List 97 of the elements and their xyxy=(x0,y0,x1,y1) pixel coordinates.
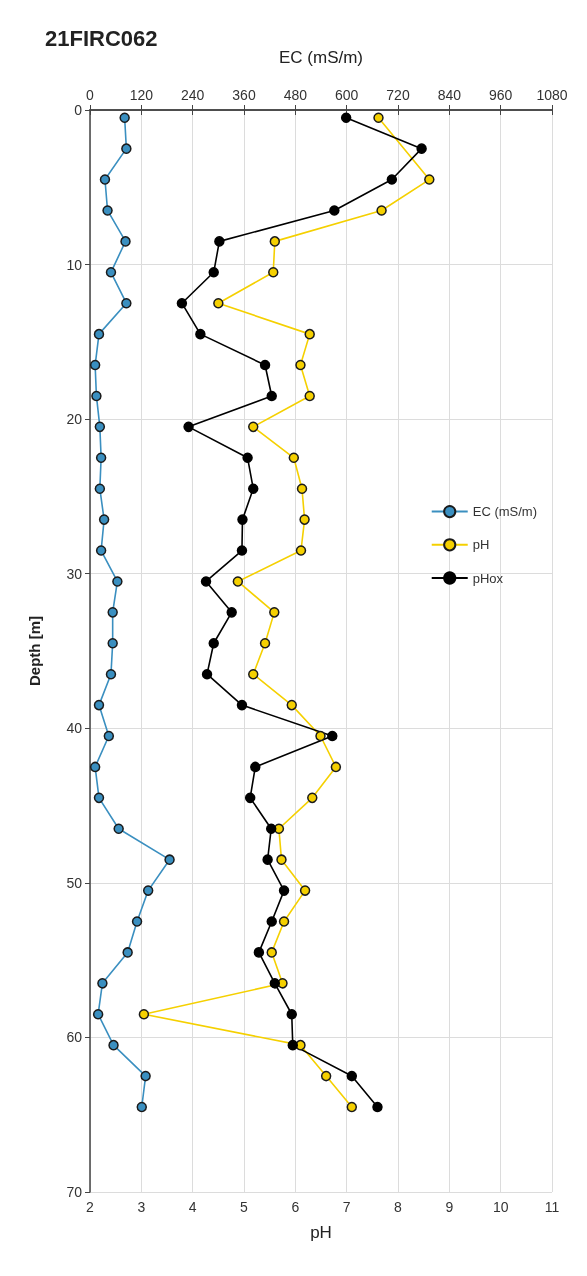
point xyxy=(248,421,259,433)
point xyxy=(138,1009,150,1020)
y-tick-label: 10 xyxy=(66,256,83,273)
point xyxy=(340,112,352,123)
y-tick-label: 40 xyxy=(66,720,83,737)
point xyxy=(286,1009,297,1020)
chart-title: 21FIRC062 xyxy=(45,25,158,51)
legend-label: pH xyxy=(472,537,490,553)
y-tick-label: 50 xyxy=(66,874,83,891)
point xyxy=(299,514,310,525)
legend-label: EC (mS/m) xyxy=(472,504,538,520)
point xyxy=(208,638,219,649)
point xyxy=(288,452,300,464)
x2-tick-label: 0 xyxy=(86,87,95,103)
point xyxy=(372,1101,383,1113)
x-tick-label: 6 xyxy=(291,1199,300,1215)
point xyxy=(237,514,248,525)
point xyxy=(201,668,213,680)
point xyxy=(315,730,326,742)
x-axis-title: pH xyxy=(310,1223,332,1242)
point xyxy=(259,638,271,649)
x-tick-label: 2 xyxy=(86,1199,95,1215)
point xyxy=(307,792,318,804)
x-tick-label: 4 xyxy=(188,1199,197,1215)
x2-tick-label: 360 xyxy=(232,87,256,103)
point xyxy=(265,823,277,834)
x-tick-label: 10 xyxy=(492,1199,509,1215)
x2-tick-label: 480 xyxy=(283,87,308,103)
point xyxy=(253,947,265,958)
x2-tick-label: 840 xyxy=(437,87,462,103)
point xyxy=(250,761,261,773)
x2-axis-title: EC (mS/m) xyxy=(278,48,364,67)
point xyxy=(266,916,277,927)
point xyxy=(266,390,277,402)
point xyxy=(213,297,224,309)
point xyxy=(214,236,225,247)
x2-tick-label: 720 xyxy=(386,87,410,103)
point xyxy=(329,205,340,216)
point xyxy=(262,854,273,865)
y-tick-label: 20 xyxy=(66,411,83,428)
x-tick-label: 7 xyxy=(342,1199,351,1215)
point xyxy=(320,1070,332,1082)
point xyxy=(244,792,256,804)
y-tick-label: 60 xyxy=(66,1029,83,1046)
point xyxy=(259,359,271,371)
x-tick-label: 3 xyxy=(137,1199,146,1215)
point xyxy=(296,483,308,494)
point xyxy=(304,390,315,402)
point xyxy=(278,885,290,896)
point xyxy=(268,267,279,278)
x2-tick-label: 240 xyxy=(180,87,205,103)
y-tick-label: 0 xyxy=(74,102,83,118)
x2-tick-label: 960 xyxy=(488,87,513,103)
point xyxy=(208,267,219,278)
point xyxy=(287,1039,299,1051)
point xyxy=(295,359,306,371)
x2-tick-label: 1080 xyxy=(536,87,568,103)
point xyxy=(386,174,398,185)
y-tick-label: 70 xyxy=(66,1184,83,1200)
y-axis-title: Depth [m] xyxy=(26,616,43,686)
point xyxy=(373,112,384,123)
point xyxy=(269,607,280,618)
point xyxy=(176,297,188,309)
point xyxy=(226,607,237,618)
x-tick-label: 5 xyxy=(240,1199,249,1215)
point xyxy=(232,576,244,587)
point xyxy=(236,699,248,711)
point xyxy=(183,421,194,433)
legend-label: pHox xyxy=(472,570,504,586)
point xyxy=(304,328,315,340)
point xyxy=(195,328,206,340)
x-tick-label: 9 xyxy=(445,1199,454,1215)
point xyxy=(330,761,342,773)
x2-tick-label: 600 xyxy=(334,87,359,103)
point xyxy=(327,730,338,742)
point xyxy=(376,205,387,216)
x-tick-label: 8 xyxy=(394,1199,403,1215)
point xyxy=(266,947,277,958)
point xyxy=(286,699,297,711)
point xyxy=(248,483,259,494)
point xyxy=(248,668,259,680)
point xyxy=(299,885,311,896)
point xyxy=(200,576,212,587)
point xyxy=(346,1101,358,1113)
point xyxy=(346,1070,358,1082)
point xyxy=(295,545,307,556)
point xyxy=(236,545,248,556)
point xyxy=(269,978,281,989)
point xyxy=(278,916,290,927)
y-tick-label: 30 xyxy=(66,565,83,582)
point xyxy=(269,236,281,247)
point xyxy=(416,143,427,154)
point xyxy=(276,854,287,865)
point xyxy=(424,174,435,185)
point xyxy=(242,452,253,464)
x2-tick-label: 120 xyxy=(129,87,154,103)
x-tick-label: 11 xyxy=(544,1199,560,1215)
